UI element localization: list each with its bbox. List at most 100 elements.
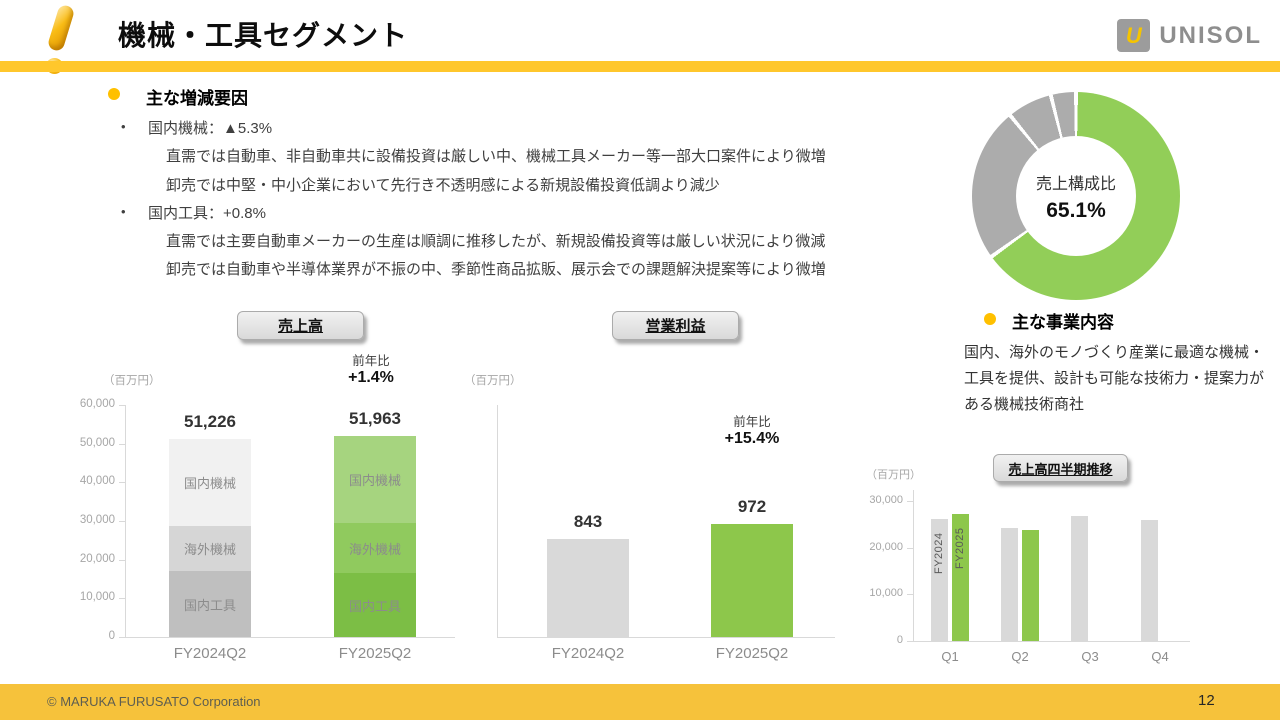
sales-y-tick <box>119 637 125 638</box>
quarterly-bar-fy2025-Q2 <box>1022 529 1039 641</box>
bar-segment-国内工具: 国内工具 <box>169 571 251 637</box>
factors-heading: 主な増減要因 <box>146 89 248 108</box>
profit-value-label: 843 <box>573 512 603 532</box>
factor-detail: 卸売では自動車や半導体業界が不振の中、季節性商品拡販、展示会での課題解決提案等に… <box>166 261 826 278</box>
bar-segment-海外機械: 海外機械 <box>334 522 416 574</box>
unisol-logo: U UNISOL <box>1117 19 1262 52</box>
unisol-logo-text: UNISOL <box>1159 21 1262 49</box>
sales-y-tick <box>119 521 125 522</box>
quarterly-x-category-label: Q2 <box>1011 649 1029 664</box>
quarterly-y-tick <box>907 641 913 642</box>
factor-detail: 直需では主要自動車メーカーの生産は順調に推移したが、新規設備投資等は厳しい状況に… <box>166 233 826 250</box>
sales-y-tick <box>119 443 125 445</box>
sales-y-tick-label: 60,000 <box>79 398 115 410</box>
page-number: 12 <box>1198 692 1215 709</box>
bar-segment-国内機械: 国内機械 <box>169 438 251 526</box>
sales-y-tick-label: 30,000 <box>79 514 115 526</box>
sales-x-category-label: FY2024Q2 <box>173 645 247 662</box>
sales-chart-title: 売上高 <box>277 318 323 335</box>
quarterly-x-category-label: Q3 <box>1081 649 1099 664</box>
quarterly-bar-series-label: FY2024 <box>933 532 945 575</box>
bar-segment-国内機械: 国内機械 <box>334 436 416 523</box>
profit-y-axis-line <box>497 405 498 637</box>
sales-y-axis-line <box>125 405 126 637</box>
quarterly-y-tick <box>907 501 913 502</box>
footer-bar: © MARUKA FURUSATO Corporation 12 <box>0 684 1280 720</box>
profit-x-category-label: FY2025Q2 <box>715 645 789 662</box>
sales-y-tick-label: 50,000 <box>79 436 115 449</box>
sales-y-tick <box>119 559 125 561</box>
quarterly-x-category-label: Q1 <box>941 649 959 664</box>
bullet-icon <box>108 88 120 100</box>
quarterly-y-axis-line <box>913 490 914 641</box>
header-accent-bar <box>0 61 1280 72</box>
donut-center-label: 売上構成比 <box>1035 175 1116 193</box>
quarterly-bar-series-label: FY2025 <box>954 527 966 569</box>
bullet-icon <box>984 313 996 325</box>
factor-detail: 卸売では中堅・中小企業において先行き不透明感による新規設備投資低調より減少 <box>166 177 720 194</box>
bar-segment-海外機械: 海外機械 <box>169 525 251 572</box>
sub-bullet-icon: • <box>121 204 126 219</box>
sales-y-tick <box>119 405 125 406</box>
sales-x-axis-line <box>125 637 455 638</box>
quarterly-chart-title-button: 売上高四半期推移 <box>993 454 1128 482</box>
quarterly-y-tick-label: 20,000 <box>869 540 903 553</box>
profit-x-axis-line <box>497 637 835 638</box>
factor-label: 国内工具：+0.8% <box>148 205 266 222</box>
sales-y-tick <box>119 598 125 600</box>
profit-x-category-label: FY2024Q2 <box>551 645 625 662</box>
sales-y-tick <box>119 482 125 484</box>
quarterly-unit-label: （百万円） <box>866 469 921 481</box>
unisol-logo-mark: U <box>1117 19 1151 52</box>
profit-bar-FY2025Q2 <box>711 524 793 637</box>
sales-y-tick-label: 10,000 <box>79 591 115 604</box>
sales-y-tick-label: 0 <box>108 630 115 642</box>
sub-bullet-icon: • <box>121 119 126 134</box>
donut-center-value: 65.1% <box>1046 198 1106 222</box>
sales-total-label: 51,963 <box>349 409 401 429</box>
sales-yoy-label: 前年比 <box>352 354 390 368</box>
sales-chart-title-button: 売上高 <box>237 311 364 340</box>
bar-segment-label: 国内機械 <box>348 472 401 488</box>
quarterly-bar-fy2025-Q1 <box>952 513 969 641</box>
bar-segment-label: 国内工具 <box>348 598 401 614</box>
profit-chart-title: 営業利益 <box>645 318 706 335</box>
quarterly-bar-fy2024-Q1 <box>931 519 948 641</box>
sales-yoy: 前年比 +1.4% <box>316 350 426 387</box>
sales-composition-donut-chart: 売上構成比 65.1% <box>972 92 1180 300</box>
quarterly-x-category-label: Q4 <box>1151 649 1169 664</box>
quarterly-chart-title: 売上高四半期推移 <box>1008 461 1113 477</box>
quarterly-y-tick <box>907 547 913 549</box>
sales-unit-label: （百万円） <box>103 375 161 387</box>
bar-segment-label: 海外機械 <box>183 542 236 558</box>
quarterly-y-tick-label: 30,000 <box>869 494 903 506</box>
sales-x-category-label: FY2025Q2 <box>338 645 412 662</box>
profit-value-label: 972 <box>737 497 767 517</box>
factor-label: 国内機械：▲5.3% <box>148 120 273 137</box>
bar-segment-label: 国内工具 <box>183 597 236 613</box>
exclamation-icon <box>46 3 76 53</box>
profit-chart-title-button: 営業利益 <box>612 311 739 340</box>
bar-segment-label: 海外機械 <box>348 541 401 557</box>
factor-detail: 直需では自動車、非自動車共に設備投資は厳しい中、機械工具メーカー等一部大口案件に… <box>166 148 826 165</box>
sales-y-tick-label: 40,000 <box>79 475 115 488</box>
profit-yoy: 前年比 +15.4% <box>697 411 807 448</box>
quarterly-y-tick-label: 0 <box>896 634 903 646</box>
profit-unit-label: （百万円） <box>464 375 522 387</box>
donut-hole: 売上構成比 65.1% <box>1016 136 1136 256</box>
quarterly-y-tick <box>907 594 913 596</box>
quarterly-bar-fy2024-Q2 <box>1001 528 1018 641</box>
profit-bar-FY2024Q2 <box>547 539 629 637</box>
profit-yoy-label: 前年比 <box>733 415 771 429</box>
page-title: 機械・工具セグメント <box>118 20 409 51</box>
quarterly-bar-fy2024-Q3 <box>1071 515 1088 641</box>
profit-yoy-value: +15.4% <box>724 430 780 447</box>
quarterly-x-axis-line <box>913 641 1190 642</box>
copyright-text: © MARUKA FURUSATO Corporation <box>47 694 261 709</box>
business-description: 国内、海外のモノづくり産業に最適な機械・工具を提供、設計も可能な技術力・提案力が… <box>964 344 1265 413</box>
business-heading: 主な事業内容 <box>1012 313 1114 332</box>
bar-segment-国内工具: 国内工具 <box>334 573 416 637</box>
unisol-logo-letter: U <box>1125 22 1142 48</box>
quarterly-bar-fy2024-Q4 <box>1141 519 1158 641</box>
